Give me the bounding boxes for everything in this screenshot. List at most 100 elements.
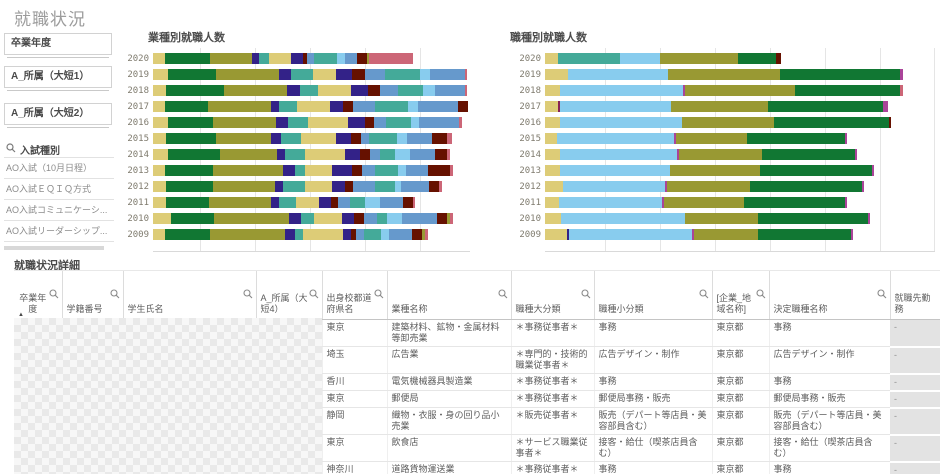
stacked-bar[interactable]: [153, 165, 453, 176]
bar-segment[interactable]: [380, 197, 403, 208]
bar-segment[interactable]: [275, 181, 283, 192]
bar-segment[interactable]: [398, 85, 423, 96]
bar-segment[interactable]: [314, 213, 342, 224]
bar-segment[interactable]: [385, 69, 420, 80]
table-cell[interactable]: 事務: [768, 461, 890, 474]
stacked-bar[interactable]: [545, 213, 870, 224]
bar-segment[interactable]: [560, 165, 670, 176]
bar-segment[interactable]: [559, 197, 662, 208]
bar-segment[interactable]: [447, 213, 450, 224]
bar-segment[interactable]: [403, 197, 413, 208]
bar-segment[interactable]: [408, 101, 418, 112]
table-cell[interactable]: ＊事務従事者＊: [510, 373, 594, 391]
bar-segment[interactable]: [345, 149, 360, 160]
bar-segment[interactable]: [545, 117, 560, 128]
year-axis-label[interactable]: 2009: [127, 229, 149, 240]
year-axis-label[interactable]: 2014: [127, 149, 149, 160]
table-cell[interactable]: ＊専門的・技術的職業従事者＊: [510, 346, 594, 374]
bar-segment[interactable]: [283, 165, 295, 176]
bar-segment[interactable]: [855, 149, 857, 160]
bar-segment[interactable]: [397, 133, 407, 144]
bar-segment[interactable]: [213, 181, 275, 192]
bar-segment[interactable]: [545, 69, 568, 80]
bar-segment[interactable]: [303, 229, 343, 240]
column-search-icon[interactable]: [109, 289, 120, 302]
bar-segment[interactable]: [153, 197, 166, 208]
bar-segment[interactable]: [381, 229, 389, 240]
stacked-bar[interactable]: [545, 69, 903, 80]
bar-segment[interactable]: [883, 101, 888, 112]
year-axis-label[interactable]: 2011: [127, 197, 149, 208]
bar-segment[interactable]: [774, 117, 889, 128]
bar-segment[interactable]: [307, 53, 314, 64]
bar-segment[interactable]: [216, 69, 279, 80]
bar-segment[interactable]: [768, 101, 883, 112]
table-cell[interactable]: 織物・衣服・身の回り品小売業: [386, 407, 511, 435]
bar-segment[interactable]: [214, 213, 289, 224]
bar-segment[interactable]: [423, 85, 435, 96]
bar-segment[interactable]: [362, 165, 375, 176]
bar-segment[interactable]: [279, 101, 297, 112]
bar-segment[interactable]: [560, 149, 677, 160]
column-search-icon[interactable]: [48, 289, 59, 302]
bar-segment[interactable]: [300, 85, 318, 96]
stacked-bar[interactable]: [545, 85, 903, 96]
bar-segment[interactable]: [545, 213, 561, 224]
bar-segment[interactable]: [685, 213, 758, 224]
bar-segment[interactable]: [685, 85, 795, 96]
bar-segment[interactable]: [287, 85, 300, 96]
bar-segment[interactable]: [301, 213, 314, 224]
bar-segment[interactable]: [386, 117, 411, 128]
stacked-bar[interactable]: [153, 85, 467, 96]
stacked-bar[interactable]: [153, 53, 413, 64]
bar-segment[interactable]: [387, 213, 402, 224]
bar-segment[interactable]: [252, 53, 259, 64]
table-cell[interactable]: ＊サービス職業従事者＊: [510, 434, 594, 462]
bar-segment[interactable]: [380, 85, 398, 96]
filter-box-graduation-year[interactable]: 卒業年度: [4, 33, 112, 58]
bar-segment[interactable]: [345, 53, 357, 64]
year-axis-label[interactable]: 2013: [519, 165, 541, 176]
year-axis-label[interactable]: 2016: [127, 117, 149, 128]
stacked-bar[interactable]: [545, 101, 888, 112]
bar-segment[interactable]: [395, 149, 410, 160]
filter-box-affiliation-2[interactable]: A_所属（大短2）: [4, 103, 112, 128]
bar-segment[interactable]: [671, 101, 768, 112]
bar-segment[interactable]: [430, 69, 465, 80]
table-cell[interactable]: 販売（デパート等店員・美容部員含む）: [768, 407, 890, 435]
bar-segment[interactable]: [330, 101, 343, 112]
bar-segment[interactable]: [760, 165, 872, 176]
bar-segment[interactable]: [776, 53, 781, 64]
bar-segment[interactable]: [750, 181, 862, 192]
table-cell[interactable]: 事務: [593, 461, 712, 474]
bar-segment[interactable]: [305, 181, 332, 192]
bar-segment[interactable]: [682, 117, 774, 128]
stacked-bar[interactable]: [153, 101, 468, 112]
table-cell[interactable]: 接客・給仕（喫茶店員含む）: [593, 434, 712, 462]
null-cell[interactable]: -: [890, 434, 940, 463]
bar-segment[interactable]: [413, 197, 415, 208]
bar-segment[interactable]: [281, 133, 301, 144]
stacked-bar[interactable]: [545, 165, 874, 176]
year-axis-label[interactable]: 2013: [127, 165, 149, 176]
bar-segment[interactable]: [437, 213, 447, 224]
bar-segment[interactable]: [398, 165, 406, 176]
bar-segment[interactable]: [288, 117, 308, 128]
bar-segment[interactable]: [677, 149, 679, 160]
bar-segment[interactable]: [872, 165, 874, 176]
stacked-bar[interactable]: [153, 117, 462, 128]
year-axis-label[interactable]: 2020: [519, 53, 541, 64]
bar-segment[interactable]: [450, 213, 453, 224]
bar-segment[interactable]: [285, 149, 305, 160]
bar-segment[interactable]: [153, 181, 166, 192]
bar-segment[interactable]: [744, 197, 845, 208]
bar-segment[interactable]: [153, 85, 166, 96]
bar-segment[interactable]: [305, 149, 345, 160]
bar-segment[interactable]: [660, 53, 738, 64]
bar-segment[interactable]: [412, 229, 422, 240]
year-axis-label[interactable]: 2011: [519, 197, 541, 208]
bar-segment[interactable]: [166, 197, 209, 208]
bar-segment[interactable]: [450, 165, 453, 176]
bar-segment[interactable]: [153, 149, 168, 160]
bar-segment[interactable]: [213, 117, 276, 128]
